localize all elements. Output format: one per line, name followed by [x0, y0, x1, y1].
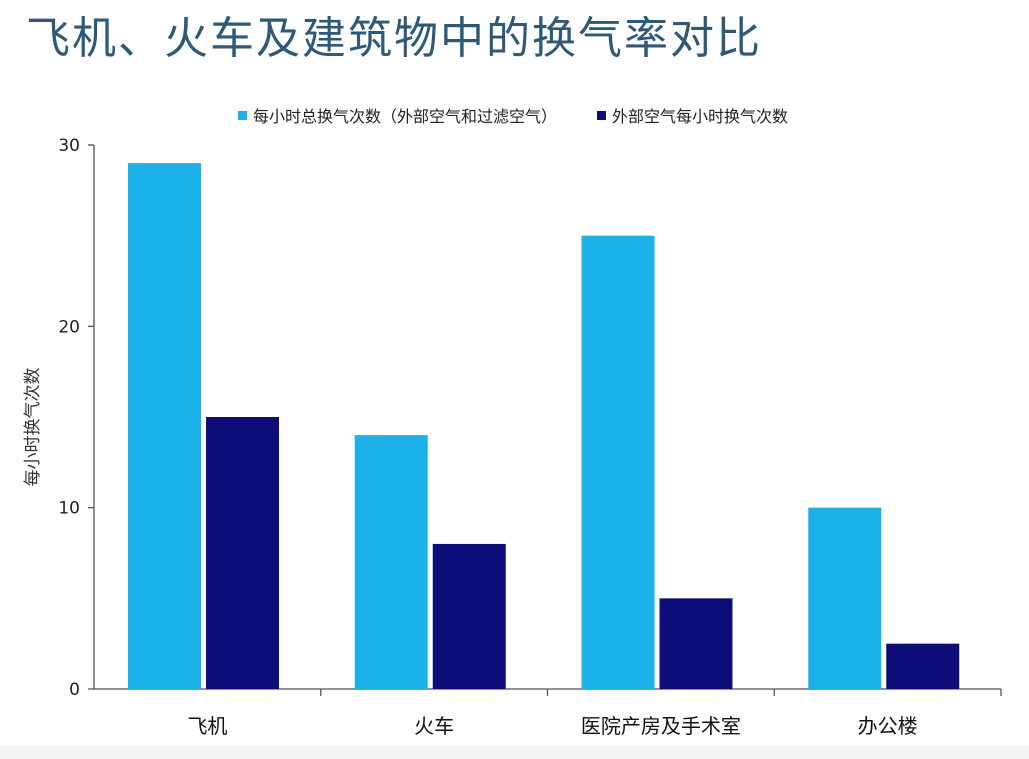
legend-swatch-series-2 [597, 110, 607, 120]
y-tick-label-0: 0 [69, 680, 80, 700]
legend-item-series-1: 每小时总换气次数（外部空气和过滤空气） [238, 103, 557, 127]
chart-title: 飞机、火车及建筑物中的换气率对比 [26, 13, 762, 64]
legend: 每小时总换气次数（外部空气和过滤空气） 外部空气每小时换气次数 [238, 103, 828, 127]
x-category-label-0: 飞机 [187, 714, 227, 738]
y-tick-label-30: 30 [58, 136, 80, 156]
y-axis-label: 每小时换气次数 [23, 368, 43, 487]
bar-办公楼-series-1 [808, 507, 882, 689]
bar-医院产房及手术室-series-1 [581, 235, 655, 689]
legend-label-series-2: 外部空气每小时换气次数 [612, 107, 789, 126]
bar-办公楼-series-2 [886, 643, 960, 689]
bar-火车-series-1 [354, 435, 428, 689]
x-category-label-2: 医院产房及手术室 [581, 714, 741, 738]
legend-item-series-2: 外部空气每小时换气次数 [597, 103, 788, 127]
bar-飞机-series-2 [206, 417, 279, 689]
x-category-label-1: 火车 [414, 714, 454, 738]
y-tick-label-10: 10 [58, 499, 80, 519]
bottom-band [0, 746, 1029, 759]
bar-飞机-series-1 [128, 163, 201, 690]
bar-火车-series-2 [432, 543, 506, 689]
bar-医院产房及手术室-series-2 [659, 598, 733, 689]
y-tick-label-20: 20 [58, 317, 80, 337]
legend-label-series-1: 每小时总换气次数（外部空气和过滤空气） [253, 107, 558, 126]
legend-swatch-series-1 [238, 110, 247, 120]
x-category-label-3: 办公楼 [858, 714, 918, 738]
